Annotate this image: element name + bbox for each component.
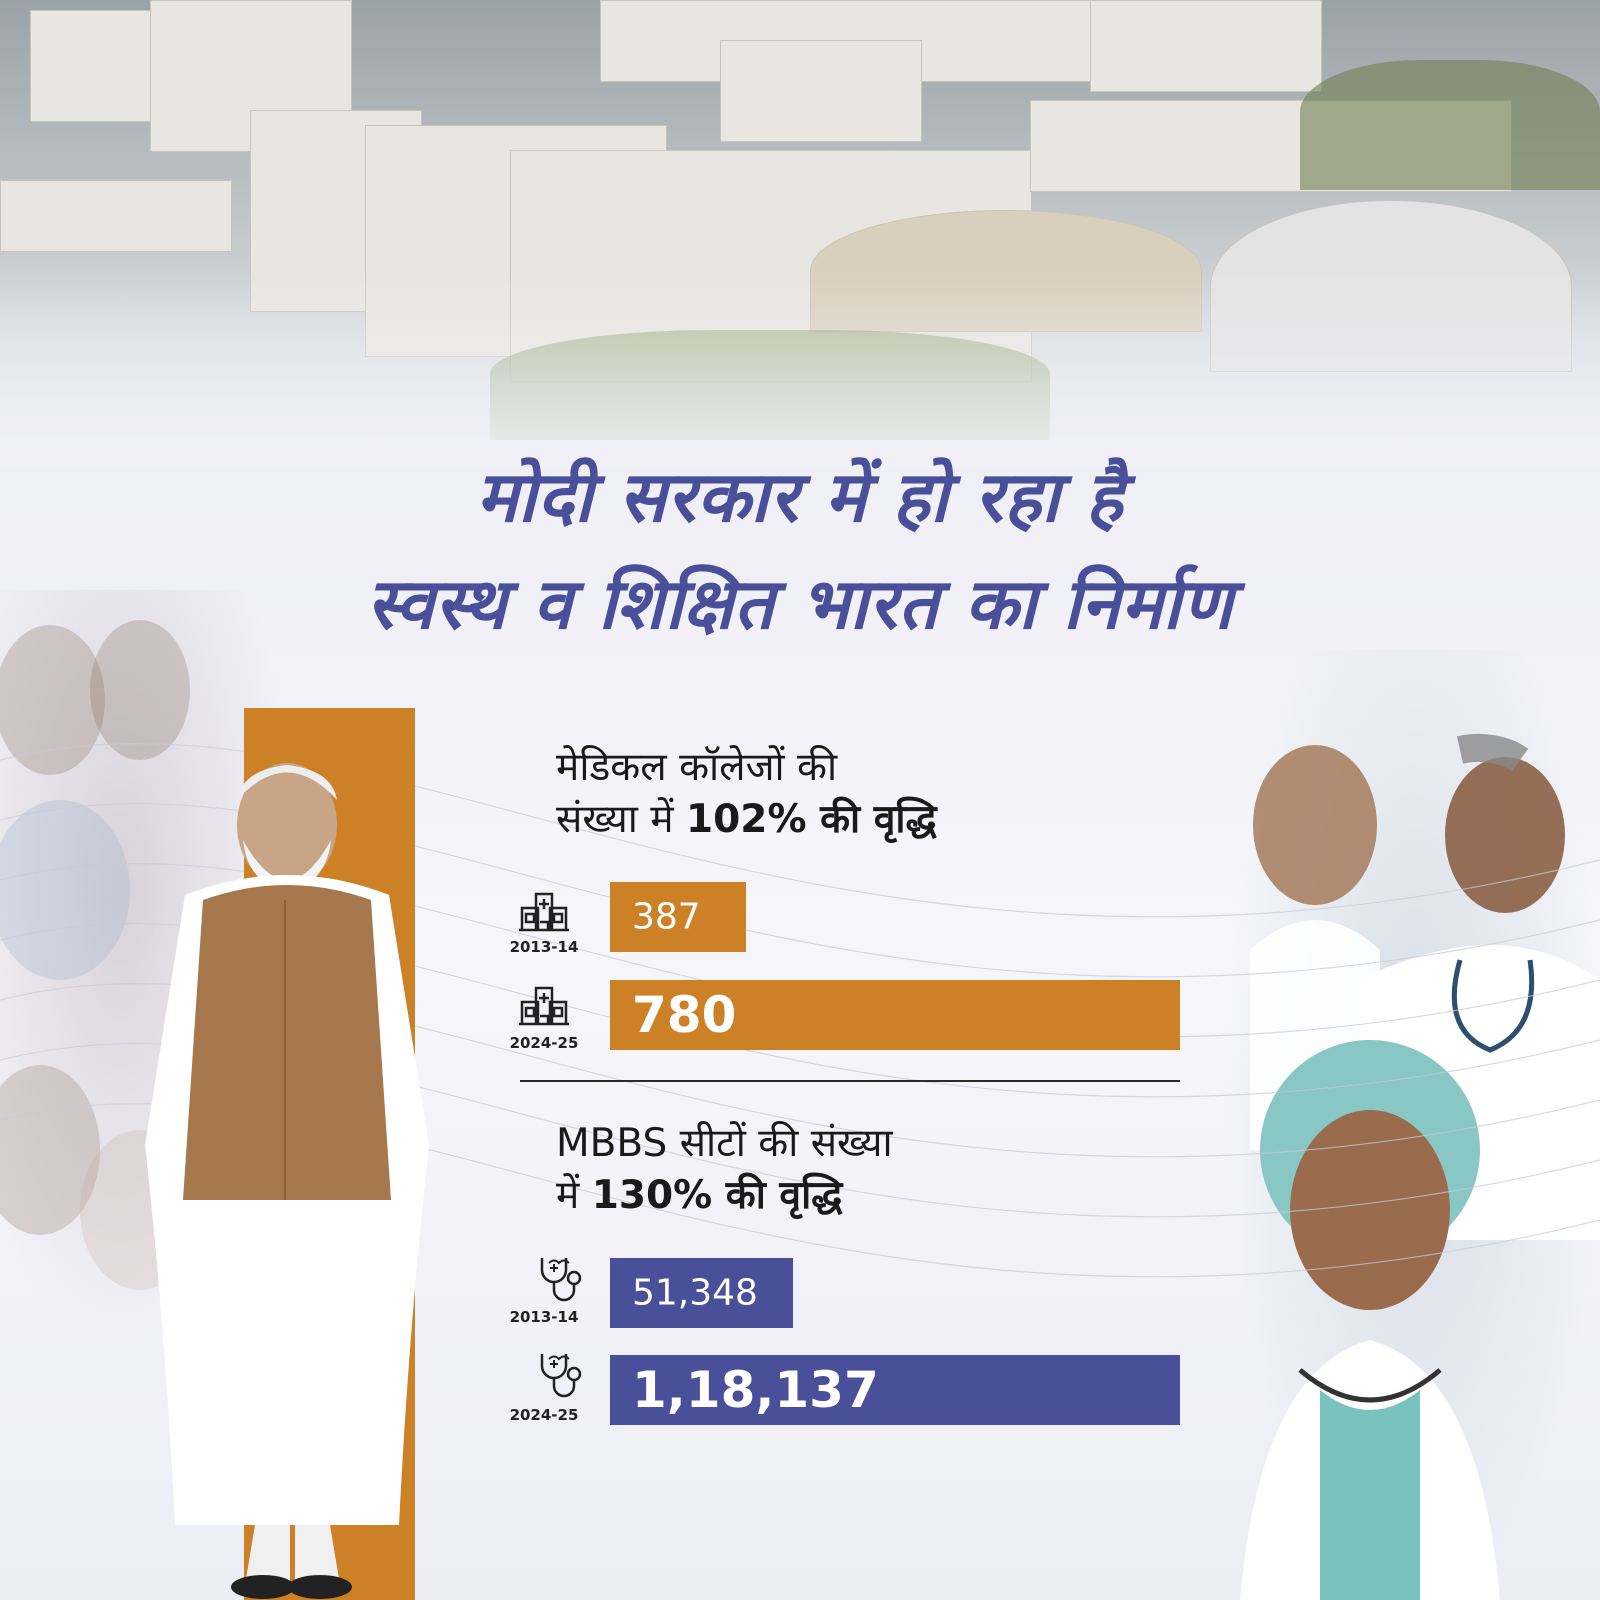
headline-line-1: मोदी सरकार में हो रहा है	[476, 456, 1124, 538]
stethoscope-icon	[540, 1354, 582, 1398]
bar-mbbs-2024-25: 1,18,137	[610, 1355, 1180, 1425]
year-label-2013-14: 2013-14	[509, 1308, 579, 1326]
year-label-2013-14: 2013-14	[509, 938, 579, 956]
bar-colleges-2013-14: 387	[610, 882, 746, 952]
bar-mbbs-2013-14: 51,348	[610, 1258, 793, 1328]
medical-colleges-title-line2-prefix: संख्या में	[556, 797, 687, 842]
mbbs-seats-title-line2-prefix: में	[556, 1173, 592, 1218]
medical-colleges-title-line2-emph: 102% की वृद्धि	[686, 797, 937, 842]
year-label-2024-25: 2024-25	[509, 1034, 579, 1052]
bar-value: 51,348	[632, 1272, 758, 1314]
bar-colleges-2024-25: 780	[610, 980, 1180, 1050]
medical-colleges-title-line2-row: संख्या में 102% की वृद्धि	[556, 794, 937, 846]
leader-portrait	[145, 755, 445, 1600]
medical-colleges-title-line1: मेडिकल कॉलेजों की	[556, 745, 838, 790]
hospital-icon	[519, 986, 569, 1026]
headline-line-2: स्वस्थ व शिक्षित भारत का निर्माण	[366, 563, 1234, 645]
bar-value: 387	[632, 896, 701, 938]
year-label-2024-25: 2024-25	[509, 1406, 579, 1424]
section-divider	[520, 1080, 1180, 1082]
mbbs-seats-title-line1: MBBS सीटों की संख्या	[556, 1121, 893, 1166]
bar-value: 780	[632, 986, 737, 1044]
doctors-image	[1230, 650, 1600, 1600]
hospital-building-image	[0, 0, 1600, 470]
hospital-icon	[519, 892, 569, 932]
mbbs-seats-title-line2-row: में 130% की वृद्धि	[556, 1170, 893, 1222]
bar-value: 1,18,137	[632, 1361, 879, 1419]
mbbs-seats-title-line2-emph: 130% की वृद्धि	[591, 1173, 843, 1218]
medical-colleges-title: मेडिकल कॉलेजों की संख्या में 102% की वृद…	[556, 742, 937, 846]
mbbs-seats-title: MBBS सीटों की संख्या में 130% की वृद्धि	[556, 1118, 893, 1222]
stethoscope-icon	[540, 1258, 582, 1302]
